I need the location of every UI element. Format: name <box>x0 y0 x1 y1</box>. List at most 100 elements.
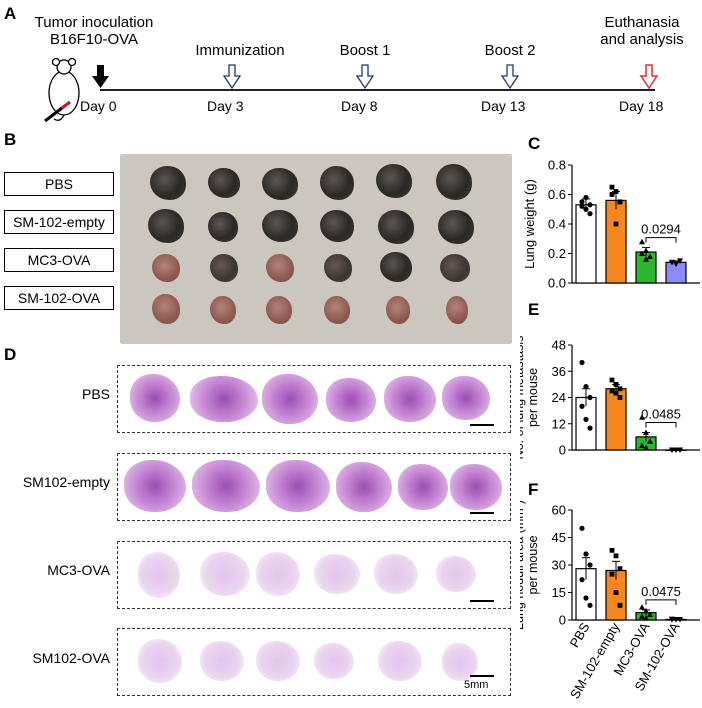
he-label-pbs: PBS <box>81 386 110 402</box>
data-point <box>587 394 593 401</box>
significance-bracket <box>645 422 677 428</box>
arrow-day3-icon <box>222 64 242 90</box>
bar <box>605 199 627 284</box>
panel-letter-c: C <box>528 134 541 153</box>
data-point <box>579 577 585 583</box>
lung-specimen <box>324 254 352 282</box>
data-point <box>617 602 623 608</box>
tissue-section <box>256 641 300 681</box>
lung-specimen <box>386 296 410 324</box>
lung-specimen <box>148 209 184 243</box>
y-axis-label: Lung weight (g) <box>522 179 537 269</box>
data-point <box>639 604 645 610</box>
tissue-section <box>256 552 300 596</box>
data-point <box>613 381 619 387</box>
data-point <box>643 444 649 451</box>
tissue-section <box>192 460 260 512</box>
scale-bar <box>470 600 494 602</box>
data-point <box>617 386 623 392</box>
tissue-section <box>190 376 258 422</box>
tissue-section <box>266 460 330 512</box>
he-row-sm102-empty <box>117 453 511 521</box>
lung-specimen <box>152 294 180 324</box>
data-point <box>617 395 623 400</box>
lung-specimen <box>208 212 238 242</box>
lung-specimen <box>266 296 292 324</box>
p-value-label: 0.0485 <box>641 407 681 422</box>
day-label: Day 0 <box>80 98 117 114</box>
y-tick-label: 45 <box>552 530 566 545</box>
arrow-day8-icon <box>355 64 375 90</box>
p-value-label: 0.0294 <box>641 222 681 237</box>
data-point <box>643 615 649 621</box>
timeline-graphic <box>44 57 659 123</box>
y-tick-label: 0.0 <box>548 276 566 291</box>
data-point <box>639 414 645 420</box>
scale-bar <box>470 512 494 514</box>
group-label-sm102-ova: SM-102-OVA <box>4 286 114 310</box>
data-point <box>669 617 675 623</box>
y-axis-label: Lung noduli area (mm²) <box>520 500 526 630</box>
tissue-section <box>200 641 244 681</box>
group-label-mc3-ova: MC3-OVA <box>4 248 114 272</box>
tissue-section <box>442 643 478 681</box>
data-point <box>613 390 619 396</box>
panel-letter-e: E <box>528 300 540 319</box>
y-tick-label: 36 <box>552 364 566 379</box>
data-point <box>673 447 679 453</box>
data-point <box>613 590 619 595</box>
data-point <box>677 447 683 453</box>
y-tick-label: 30 <box>552 558 566 573</box>
scale-label: 5mm <box>464 679 489 691</box>
timeline-label-line: B16F10-OVA <box>49 31 139 48</box>
lung-specimen <box>266 254 294 282</box>
panel-letter-f: F <box>528 480 539 499</box>
tissue-section <box>138 639 182 683</box>
data-point <box>677 258 683 264</box>
data-point <box>587 562 593 568</box>
he-label-mc3-ova: MC3-OVA <box>47 562 110 578</box>
tissue-section <box>130 374 180 422</box>
y-axis-label: No. of lung metastasis <box>520 336 526 460</box>
charts-area: 0.0 0.2 0.4 0.6 0.8 Lung weight (g) 0.0294 0 12 2… <box>520 158 700 701</box>
data-point <box>669 447 675 453</box>
timeline-label-immunization: Immunization <box>195 42 285 59</box>
data-point <box>669 259 675 266</box>
lung-specimen <box>262 168 298 200</box>
tissue-section <box>374 554 418 594</box>
timeline-label-line: Tumor inoculation <box>34 14 154 31</box>
lung-specimen <box>378 210 414 244</box>
data-point <box>583 416 589 422</box>
group-label-sm102-empty: SM-102-empty <box>4 210 114 234</box>
arrow-day0-icon <box>92 65 109 88</box>
data-point <box>647 253 653 259</box>
scale-bar <box>470 675 494 677</box>
panel-letter-a: A <box>4 4 17 23</box>
data-point <box>609 192 615 197</box>
data-point <box>673 261 679 267</box>
day-label: Day 18 <box>619 98 664 114</box>
lung-specimen <box>210 296 236 324</box>
data-point <box>613 189 619 194</box>
data-point <box>647 438 653 444</box>
tissue-section <box>138 552 180 598</box>
day-label: Day 8 <box>341 98 378 114</box>
lung-specimen <box>320 210 354 242</box>
data-point <box>643 247 649 254</box>
data-point <box>643 256 649 262</box>
timeline-label-line: Euthanasia <box>604 14 680 31</box>
data-point <box>609 547 615 553</box>
significance-bracket <box>645 599 677 605</box>
data-point <box>639 442 645 449</box>
lung-specimen <box>152 254 180 282</box>
lung-specimen <box>208 168 240 198</box>
lung-specimen <box>376 164 412 198</box>
syringe-icon <box>44 100 71 123</box>
tissue-section <box>442 376 490 420</box>
lung-photo <box>120 154 512 344</box>
lung-specimen <box>436 164 472 200</box>
tissue-section <box>436 556 476 592</box>
lung-specimen <box>320 166 354 200</box>
timeline-label-line: and analysis <box>600 31 684 48</box>
data-point <box>583 206 589 212</box>
